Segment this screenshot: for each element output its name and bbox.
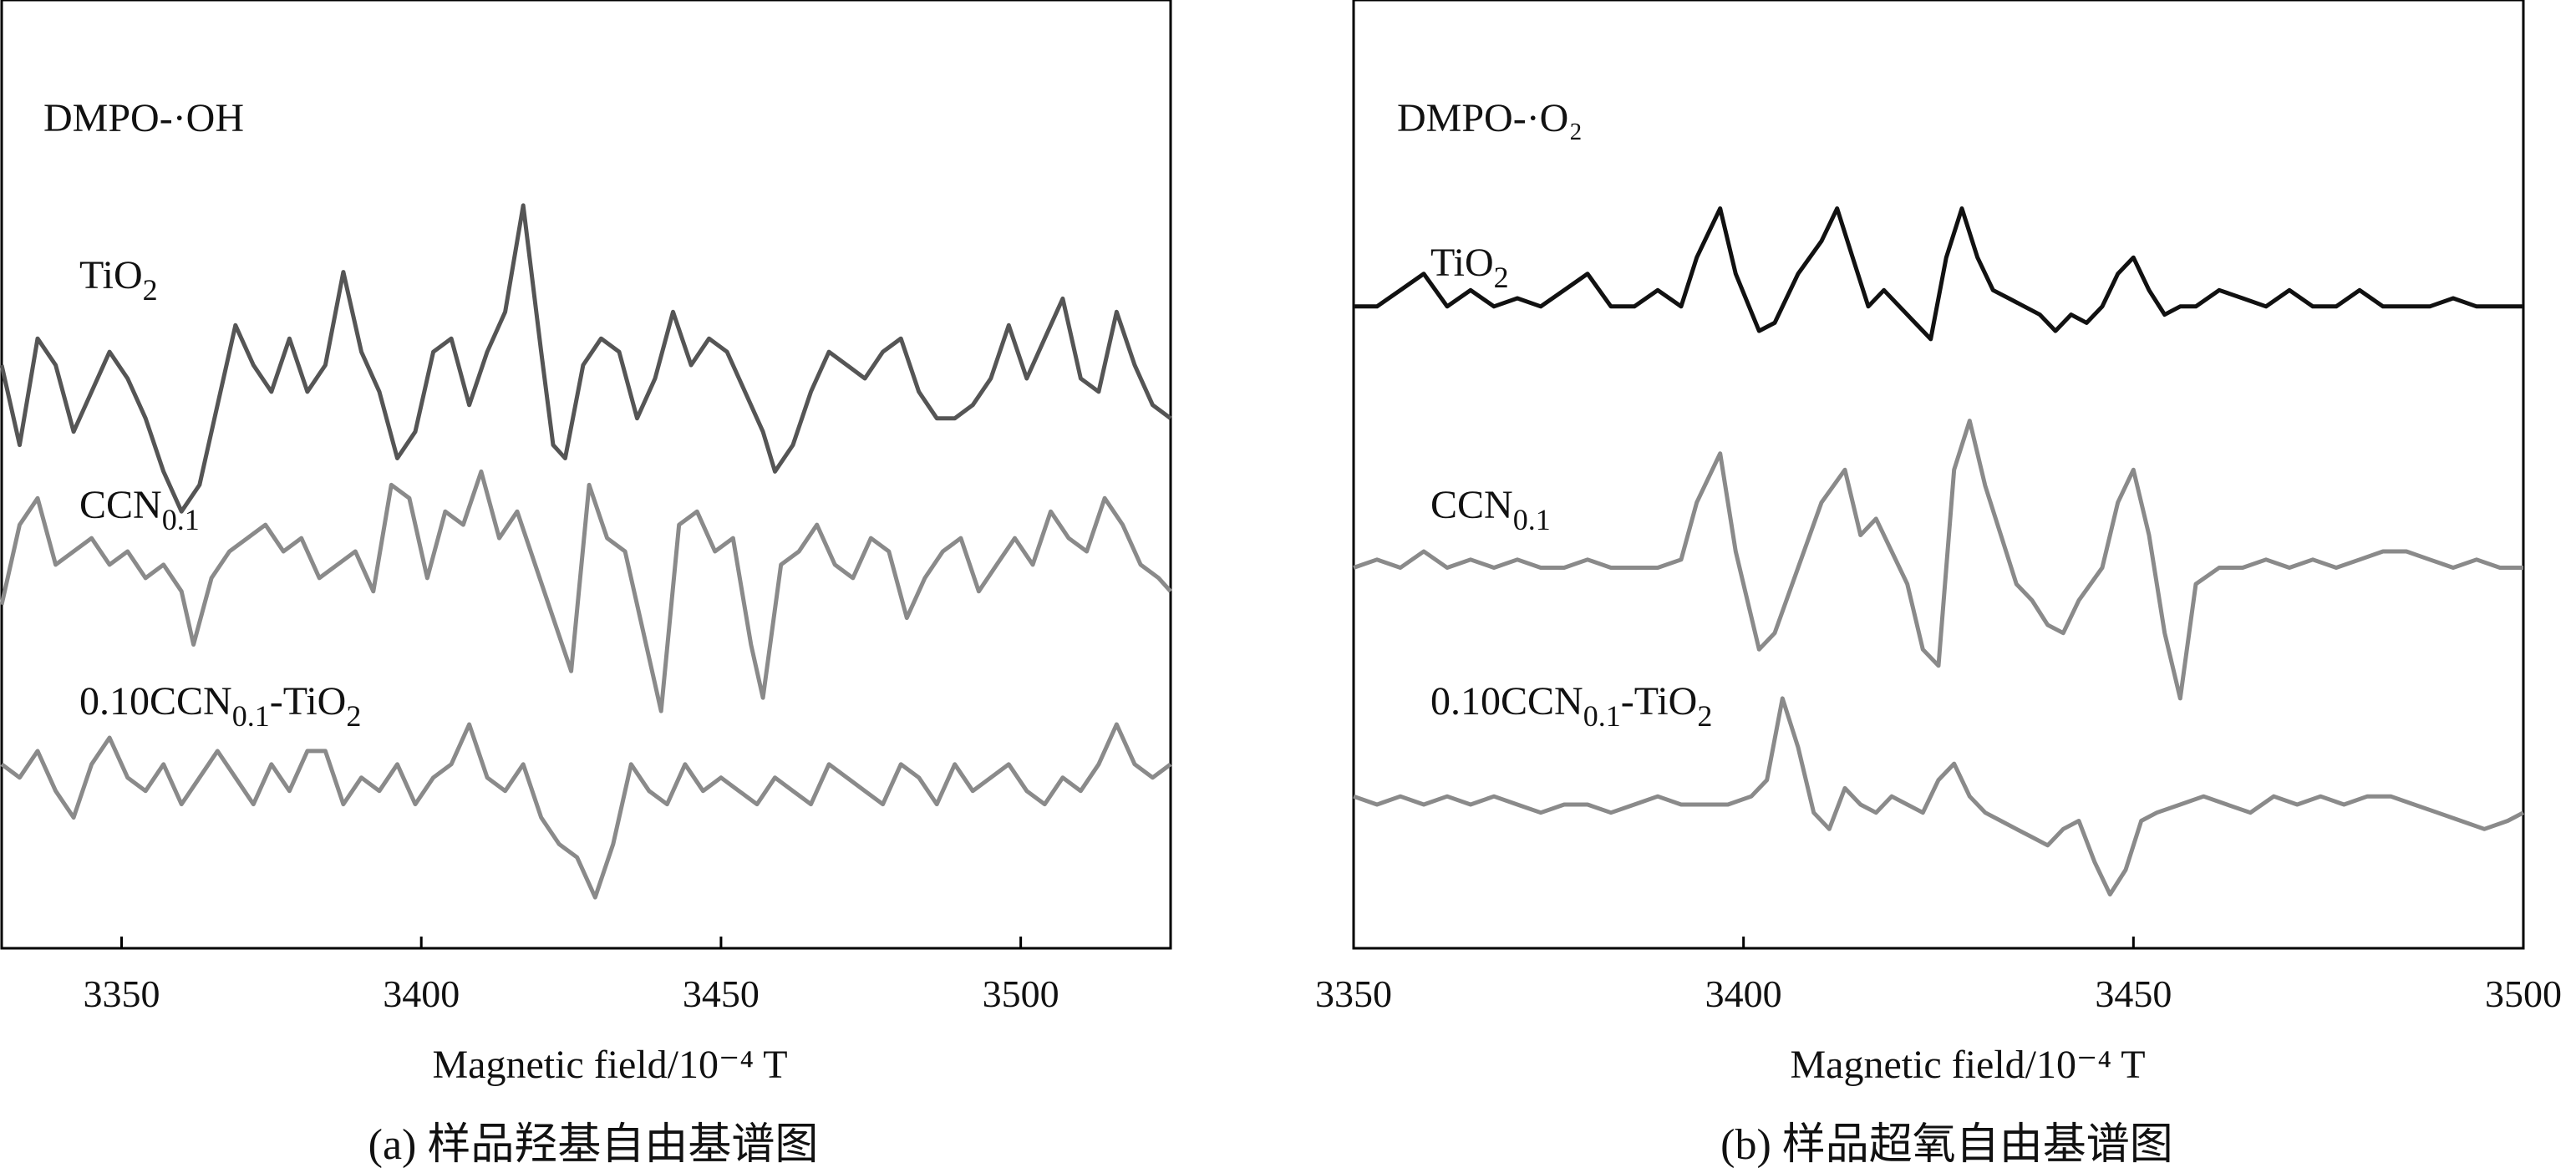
caption-b: (b) 样品超氧自由基谱图 — [1720, 1121, 2173, 1169]
x-tick-label-3450: 3450 — [683, 972, 760, 1015]
x-tick-label-3400: 3400 — [383, 972, 460, 1015]
panel-b: 3350 3400 3450 3500 DMPO-·O₂ TiO2 CCN0.1 0.10… — [1315, 0, 2562, 1169]
plot-frame-a — [0, 0, 1172, 950]
x-axis-ticks-b: 3350 3400 3450 3500 — [1315, 937, 2562, 1015]
series-label-b-2: CCN0.1 — [1430, 483, 1551, 536]
series-line-a-3 — [0, 722, 1172, 900]
series-line-a-2 — [0, 469, 1172, 713]
x-tick-label-3350: 3350 — [83, 972, 160, 1015]
x-tick-label-3500: 3500 — [2485, 972, 2562, 1015]
x-tick-label-3400: 3400 — [1705, 972, 1782, 1015]
series-labels-b: TiO2 CCN0.1 0.10CCN0.1-TiO2 — [1430, 241, 1712, 733]
x-tick-label-3450: 3450 — [2095, 972, 2172, 1015]
panel-a: 3350 3400 3450 3500 DMPO-·OH TiO2 CCN0.1 0.10… — [0, 0, 1172, 1169]
caption-a: (a) 样品羟基自由基谱图 — [368, 1121, 819, 1169]
annotation-title-b: DMPO-·O₂ — [1397, 96, 1583, 140]
x-axis-label-a: Magnetic field/10⁻⁴ T — [432, 1043, 787, 1087]
series-label-a-3: 0.10CCN0.1-TiO2 — [79, 679, 361, 733]
series-label-a-2: CCN0.1 — [79, 483, 200, 536]
curves-b — [1353, 206, 2525, 896]
series-line-b-1 — [1354, 206, 2523, 342]
curves-a — [0, 203, 1172, 900]
series-line-b-2 — [1353, 419, 2523, 701]
series-labels-a: TiO2 CCN0.1 0.10CCN0.1-TiO2 — [79, 253, 361, 733]
series-line-a-1 — [0, 203, 1172, 514]
annotation-title-a: DMPO-·OH — [43, 96, 244, 140]
plot-frame-b — [1352, 0, 2525, 950]
x-tick-label-3500: 3500 — [983, 972, 1059, 1015]
x-axis-ticks-a: 3350 3400 3450 3500 — [83, 937, 1059, 1015]
series-label-a-1: TiO2 — [79, 253, 158, 307]
series-label-b-3: 0.10CCN0.1-TiO2 — [1430, 679, 1712, 733]
x-tick-label-3350: 3350 — [1315, 972, 1392, 1015]
x-axis-label-b: Magnetic field/10⁻⁴ T — [1790, 1043, 2145, 1087]
series-label-b-1: TiO2 — [1430, 241, 1509, 294]
series-line-b-3 — [1353, 696, 2525, 896]
